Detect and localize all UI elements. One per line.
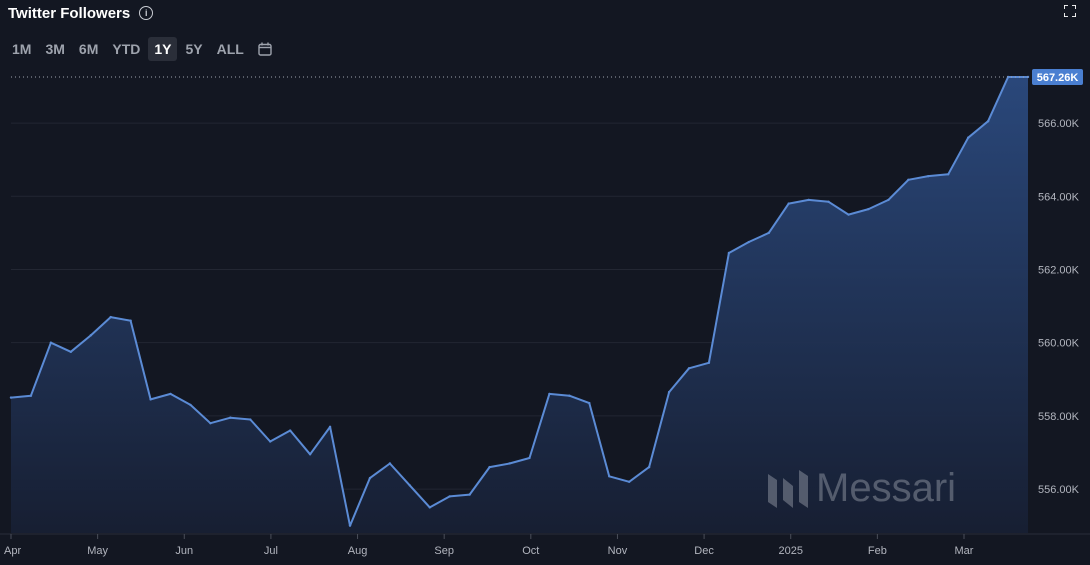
x-tick-label: Sep <box>434 545 454 557</box>
data-point <box>169 392 172 396</box>
data-point <box>647 465 651 469</box>
watermark-text: Messari <box>816 466 957 510</box>
data-point <box>308 453 312 456</box>
data-point <box>867 207 870 211</box>
data-point <box>488 465 491 469</box>
x-tick-label: 2025 <box>778 545 802 557</box>
data-point <box>49 341 53 344</box>
data-point <box>588 401 591 405</box>
data-point <box>408 484 412 487</box>
range-6m-button[interactable]: 6M <box>78 41 99 57</box>
x-tick-label: Apr <box>4 545 21 557</box>
x-tick-label: May <box>87 545 108 557</box>
data-point <box>89 334 92 337</box>
data-point <box>149 398 152 401</box>
data-point <box>388 462 392 465</box>
x-tick-label: Dec <box>694 545 714 557</box>
data-point <box>608 475 611 478</box>
y-tick-label: 566.00K <box>1038 118 1080 130</box>
x-tick-label: Nov <box>608 545 628 557</box>
data-point <box>428 506 431 509</box>
y-tick-label: 560.00K <box>1038 338 1080 350</box>
data-point <box>328 425 332 429</box>
data-point <box>568 394 571 397</box>
y-tick-label: 562.00K <box>1038 264 1080 276</box>
range-all-button[interactable]: ALL <box>216 41 244 57</box>
x-tick-label: Jun <box>175 545 193 557</box>
data-point <box>847 213 850 216</box>
x-tick-label: Mar <box>955 545 974 557</box>
data-point <box>528 456 531 460</box>
data-point <box>288 429 292 432</box>
range-1m-button[interactable]: 1M <box>12 41 32 57</box>
data-point <box>887 198 890 202</box>
data-point <box>508 462 511 465</box>
data-point <box>927 174 930 178</box>
messari-watermark: Messari <box>768 466 956 511</box>
data-point <box>767 231 770 235</box>
range-5y-button[interactable]: 5Y <box>185 41 203 57</box>
x-tick-label: Jul <box>264 545 278 557</box>
data-point <box>448 495 451 498</box>
messari-logo-icon <box>768 469 808 508</box>
series-line <box>10 76 1028 527</box>
data-point <box>269 440 272 443</box>
data-point <box>827 200 830 203</box>
data-point <box>1006 75 1010 79</box>
x-tick-label: Aug <box>348 545 368 557</box>
data-point <box>129 319 132 322</box>
range-3m-button[interactable]: 3M <box>45 41 65 57</box>
y-tick-label: 556.00K <box>1038 484 1080 496</box>
data-point <box>69 350 73 354</box>
x-tick-label: Oct <box>522 545 539 557</box>
data-point <box>209 421 212 425</box>
data-point <box>966 136 970 139</box>
data-point <box>109 315 112 319</box>
data-point <box>907 178 910 182</box>
data-point <box>548 392 551 396</box>
data-point <box>727 251 731 255</box>
time-range-selector: 1M 3M 6M YTD 1Y 5Y ALL <box>6 37 272 61</box>
data-point <box>249 418 252 421</box>
area-fill <box>11 77 1028 533</box>
data-point <box>986 120 990 123</box>
data-point <box>9 396 13 399</box>
y-tick-label: 558.00K <box>1038 411 1080 423</box>
last-value-label: 567.26K <box>1032 68 1083 85</box>
data-point <box>807 198 810 202</box>
data-point <box>368 476 372 480</box>
info-icon[interactable]: i <box>139 6 154 20</box>
y-tick-label: 564.00K <box>1038 191 1080 203</box>
calendar-icon[interactable] <box>258 42 272 56</box>
data-point <box>627 480 631 483</box>
data-point <box>947 173 950 176</box>
data-point <box>468 493 471 496</box>
range-1y-button[interactable]: 1Y <box>148 37 178 61</box>
data-point <box>189 403 192 407</box>
data-point <box>667 390 671 394</box>
data-point <box>229 416 232 419</box>
data-point <box>29 394 33 397</box>
x-tick-label: Feb <box>868 545 887 557</box>
data-point <box>787 202 790 205</box>
data-point <box>747 240 751 244</box>
chart-header: Twitter Followers i <box>8 3 154 23</box>
data-point <box>707 361 711 365</box>
range-ytd-button[interactable]: YTD <box>112 41 141 57</box>
last-value-text: 567.26K <box>1037 72 1079 84</box>
data-point <box>348 524 352 527</box>
chart-title: Twitter Followers <box>8 4 131 22</box>
data-point <box>687 367 691 370</box>
